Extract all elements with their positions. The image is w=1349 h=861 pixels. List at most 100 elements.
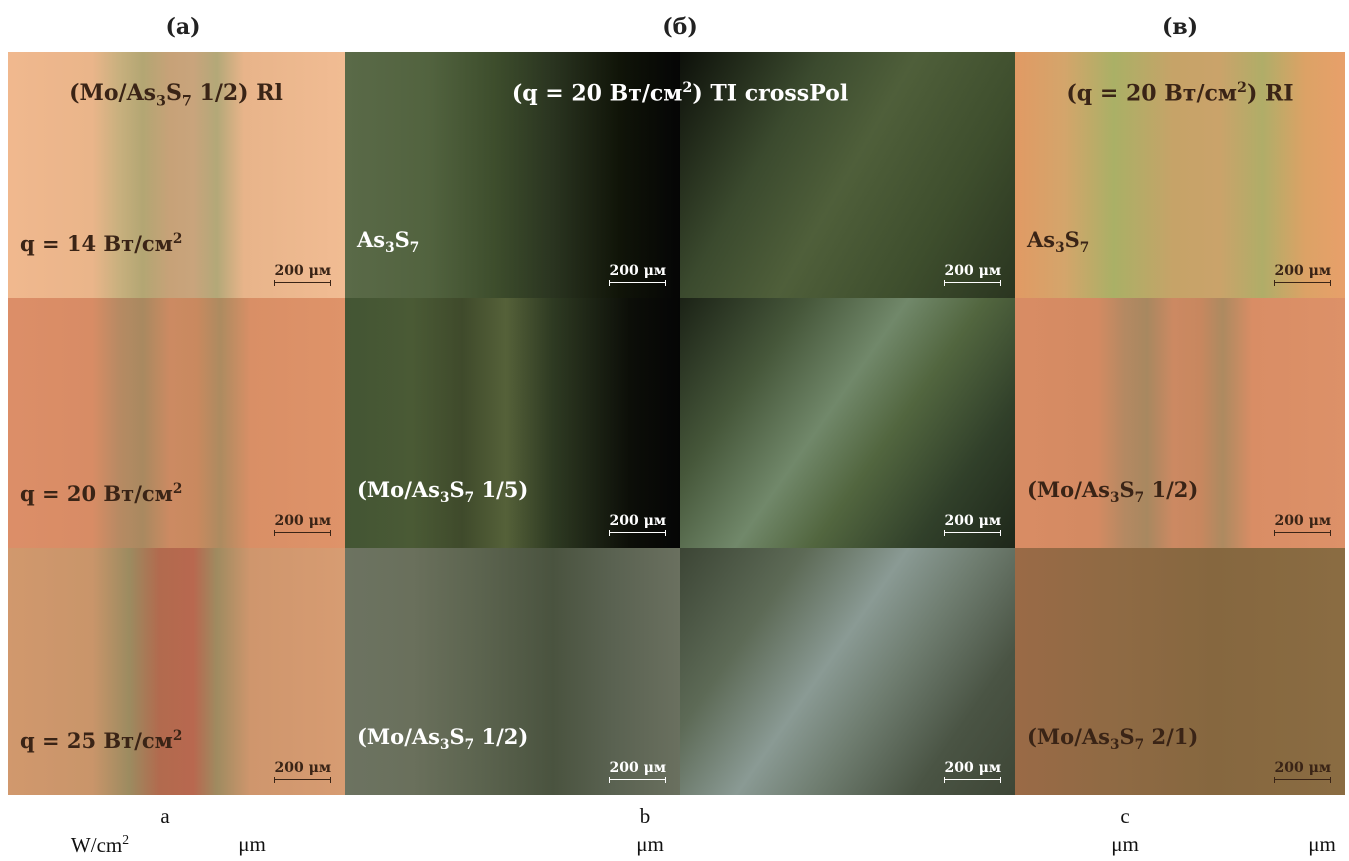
text-segment: (Mo/As — [357, 724, 440, 749]
scale-line — [944, 530, 1001, 536]
text-segment: μm — [1111, 832, 1139, 856]
panel-header: (a) — [165, 14, 200, 40]
text-segment: 7 — [1080, 240, 1090, 256]
scale-bar: 200 μм — [1274, 760, 1331, 783]
scale-line — [944, 777, 1001, 783]
text-segment: 1/2) — [474, 724, 528, 749]
scale-line — [609, 280, 666, 286]
text-segment: (Mo/As — [1027, 724, 1110, 749]
text-segment: μm — [238, 832, 266, 856]
text-segment: 7 — [1135, 490, 1145, 506]
text-segment: 2 — [1237, 80, 1247, 96]
scale-label: 200 μм — [609, 263, 666, 279]
scale-bar: 200 μм — [609, 263, 666, 286]
panel-label: q = 25 Вт/см2 — [20, 728, 182, 753]
text-segment: 7 — [465, 490, 475, 506]
panel-header: (б) — [662, 14, 698, 40]
caption: c — [1120, 804, 1129, 829]
scale-label: 200 μм — [944, 263, 1001, 279]
micrograph: (Mo/As3S7 1/2) 200 μм — [345, 548, 680, 795]
scale-line — [609, 530, 666, 536]
panel-label: (Mo/As3S7 2/1) — [1027, 724, 1198, 753]
text-segment: As — [1027, 227, 1055, 252]
panel-label: q = 20 Вт/см2 — [20, 481, 182, 506]
text-segment: 1/2) — [1144, 477, 1198, 502]
text-segment: (q = 20 Вт/см — [512, 80, 683, 106]
scale-bar: 200 μм — [609, 760, 666, 783]
scale-line — [274, 280, 331, 286]
text-segment: S — [449, 477, 464, 502]
scale-line — [1274, 530, 1331, 536]
scale-bar: 200 μм — [1274, 263, 1331, 286]
overlay-title: (Mo/As3S7 1/2) Rl — [69, 80, 283, 109]
text-segment: S — [449, 724, 464, 749]
micrograph: 200 μм — [680, 298, 1015, 548]
text-segment: W/cm — [71, 833, 122, 857]
scale-bar: 200 μм — [274, 263, 331, 286]
caption: b — [640, 804, 651, 829]
text-segment: q = 25 Вт/см — [20, 728, 173, 753]
text-segment: S — [1119, 724, 1134, 749]
scale-label: 200 μм — [1274, 513, 1331, 529]
panel-label: (Mo/As3S7 1/2) — [1027, 477, 1198, 506]
text-segment: 2 — [173, 231, 183, 247]
panel-label: (Mo/As3S7 1/5) — [357, 477, 528, 506]
text-segment: 1/5) — [474, 477, 528, 502]
micrograph: (Mo/As3S7 1/5) 200 μм — [345, 298, 680, 548]
text-segment: (Mo/As — [1027, 477, 1110, 502]
text-segment: S — [166, 80, 182, 106]
scale-label: 200 μм — [274, 513, 331, 529]
scale-label: 200 μм — [274, 263, 331, 279]
scale-label: 200 μм — [609, 513, 666, 529]
scale-line — [944, 280, 1001, 286]
footer-text: W/cm2 — [71, 832, 129, 858]
micrograph: 200 μм — [680, 548, 1015, 795]
text-segment: S — [1119, 477, 1134, 502]
micrograph: (Mo/As3S7 2/1) 200 μм — [1015, 548, 1345, 795]
text-segment: 1/2) Rl — [192, 80, 283, 106]
overlay-title: (q = 20 Вт/см2) RI — [1066, 80, 1293, 106]
scale-bar: 200 μм — [609, 513, 666, 536]
scale-bar: 200 μм — [944, 760, 1001, 783]
text-segment: ) TI crossPol — [692, 80, 848, 106]
text-segment: μm — [636, 832, 664, 856]
scale-label: 200 μм — [944, 760, 1001, 776]
micrograph: (Mo/As3S7 1/2) 200 μм — [1015, 298, 1345, 548]
text-segment: 3 — [156, 93, 166, 109]
text-segment: q = 20 Вт/см — [20, 481, 173, 506]
caption: a — [160, 804, 169, 829]
scale-label: 200 μм — [609, 760, 666, 776]
scale-bar: 200 μм — [274, 513, 331, 536]
scale-line — [609, 777, 666, 783]
scale-bar: 200 μм — [274, 760, 331, 783]
text-segment: (q = 20 Вт/см — [1066, 80, 1237, 106]
text-segment: S — [395, 227, 410, 252]
panel-label: q = 14 Вт/см2 — [20, 231, 182, 256]
micrograph: q = 20 Вт/см2 200 μм — [8, 298, 345, 548]
scale-line — [1274, 280, 1331, 286]
scale-bar: 200 μм — [944, 263, 1001, 286]
scale-bar: 200 μм — [1274, 513, 1331, 536]
text-segment: 2 — [173, 728, 183, 744]
footer-text: μm — [636, 832, 664, 857]
overlay-title: (q = 20 Вт/см2) TI crossPol — [512, 80, 848, 106]
text-segment: 2 — [173, 481, 183, 497]
footer-text: μm — [1308, 832, 1336, 857]
text-segment: S — [1065, 227, 1080, 252]
scale-bar: 200 μм — [944, 513, 1001, 536]
text-segment: 7 — [1135, 737, 1145, 753]
text-segment: ) RI — [1247, 80, 1294, 106]
panel-header: (в) — [1162, 14, 1198, 40]
panel-label: As3S7 — [357, 227, 419, 256]
scale-line — [274, 530, 331, 536]
panel-label: As3S7 — [1027, 227, 1089, 256]
text-segment: 3 — [385, 240, 395, 256]
text-segment: 2 — [682, 80, 692, 96]
scale-line — [1274, 777, 1331, 783]
scale-line — [274, 777, 331, 783]
text-segment: 2/1) — [1144, 724, 1198, 749]
panel-label: (Mo/As3S7 1/2) — [357, 724, 528, 753]
footer-text: μm — [238, 832, 266, 857]
text-segment: 2 — [122, 832, 129, 847]
scale-label: 200 μм — [274, 760, 331, 776]
